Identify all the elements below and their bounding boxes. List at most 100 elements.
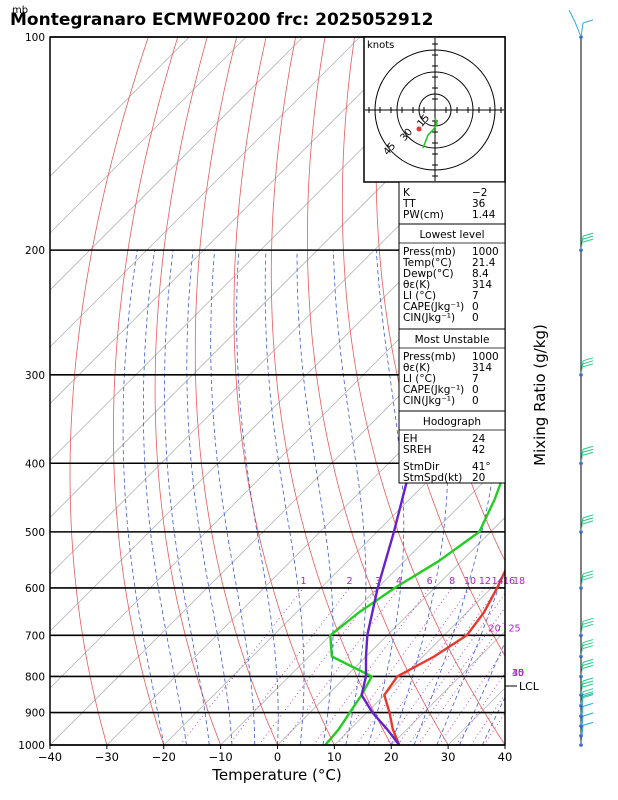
moist-adiabat-line (210, 250, 256, 745)
index-label: TT (402, 198, 416, 210)
y-tick-label: 900 (25, 708, 45, 720)
index-box (398, 328, 506, 412)
wind-barb-flag (582, 680, 594, 685)
isotherm-line (50, 37, 418, 405)
wind-barb (580, 449, 584, 464)
index-label: CAPE(Jkg⁻¹) (403, 301, 464, 313)
mixing-ratio-line (397, 592, 505, 745)
index-value: 1000 (472, 246, 499, 258)
dry-adiabat-line (501, 37, 505, 130)
y-tick-label: 1000 (18, 740, 45, 752)
index-value: 1000 (472, 351, 499, 363)
wind-barb-flag (582, 721, 594, 726)
index-label: SREH (403, 444, 432, 456)
index-value: 0 (472, 301, 479, 313)
index-section-heading: Most Unstable (415, 334, 490, 346)
mixing-ratio-label: 8 (449, 576, 455, 587)
y-tick-label: 700 (25, 630, 45, 642)
mixing-ratio-line (258, 587, 379, 745)
index-value: 0 (472, 395, 479, 407)
wind-barb (580, 22, 584, 38)
mixing-ratio-label: 10 (464, 576, 476, 587)
mixing-ratio-label: 4 (396, 576, 402, 587)
index-box (398, 223, 506, 330)
y-tick-label: 800 (25, 671, 45, 683)
wind-barb-flag (582, 573, 594, 578)
index-value: 20 (472, 472, 485, 484)
wind-barb-flag (582, 691, 594, 696)
wind-barb-flag (582, 639, 594, 644)
index-value: 7 (472, 373, 479, 385)
mixing-ratio-label: 12 (479, 576, 491, 587)
x-tick-label: −40 (38, 750, 62, 764)
wind-barb-flag (582, 617, 594, 622)
index-value: 41° (472, 461, 491, 473)
index-label: EH (403, 433, 418, 445)
index-label: Press(mb) (403, 351, 456, 363)
x-tick-label: −20 (152, 750, 176, 764)
mixing-ratio-label: 20 (489, 623, 501, 634)
x-tick-label: −10 (208, 750, 232, 764)
wind-barb-flag (582, 363, 594, 368)
x-tick-label: −30 (95, 750, 119, 764)
mixing-ratio-label: 30 (512, 668, 524, 679)
isotherm-line (50, 37, 304, 291)
wind-barb-flag (582, 514, 594, 519)
dry-adiabat-line (561, 37, 618, 745)
index-label: CIN(Jkg⁻¹) (403, 312, 455, 324)
isotherm-line (50, 37, 474, 462)
index-label: K (403, 187, 411, 199)
wind-barb-flag (582, 235, 594, 240)
index-value: 0 (472, 384, 479, 396)
isotherm-line (50, 37, 361, 348)
dewpoint-profile-line (324, 468, 505, 745)
x-tick-label: 30 (441, 750, 456, 764)
wind-barb-flag (582, 712, 594, 717)
wind-barb (568, 9, 582, 38)
index-table: K −2 TT 36 PW(cm) 1.44 Lowest level Press(mb) 10… (398, 181, 506, 484)
mixing-ratio-label: 1 (300, 576, 306, 587)
index-section-heading: Lowest level (419, 229, 484, 241)
index-label: Dewp(°C) (403, 268, 454, 280)
index-box (398, 181, 506, 225)
x-tick-label: 10 (327, 750, 342, 764)
temperature-profile-line (383, 568, 505, 745)
moist-adiabat-line (143, 250, 187, 745)
y-tick-label: 600 (25, 583, 45, 595)
wind-barb (580, 517, 584, 532)
x-tick-label: 40 (498, 750, 513, 764)
mixing-ratio-label: 2 (346, 576, 352, 587)
isotherm-line (50, 37, 190, 177)
mixing-ratio-label: 35 (512, 668, 524, 679)
index-value: 42 (472, 444, 485, 456)
dry-adiabat-line (306, 37, 449, 745)
wind-barb (580, 360, 584, 375)
wind-barb-flag (582, 520, 594, 525)
mixing-ratio-label: 40 (512, 668, 524, 679)
wind-barb-flag (582, 357, 594, 362)
index-value: 314 (472, 362, 492, 374)
wind-barb-flag (582, 570, 594, 575)
dry-adiabat-line (375, 37, 505, 657)
wind-barb-flag (582, 19, 594, 24)
dry-adiabat-line (341, 37, 505, 745)
index-label: LI (°C) (403, 373, 436, 385)
wind-barb-flag (582, 683, 594, 688)
x-tick-label: 0 (274, 750, 281, 764)
wind-barb-flag (582, 238, 594, 243)
wind-barb-flag (582, 692, 594, 697)
wind-barb-flag (582, 661, 594, 666)
isotherm-line (50, 175, 505, 632)
wind-barb-flag (582, 688, 594, 693)
index-value: 21.4 (472, 257, 496, 269)
wind-barb-flag (582, 232, 594, 237)
isotherm-line (220, 460, 505, 745)
y-tick-label: 500 (25, 527, 45, 539)
y-tick-label: 200 (25, 245, 45, 257)
wind-barb (580, 662, 584, 677)
index-label: Press(mb) (403, 246, 456, 258)
index-label: PW(cm) (403, 209, 444, 221)
mixing-ratio-label: 25 (508, 623, 520, 634)
